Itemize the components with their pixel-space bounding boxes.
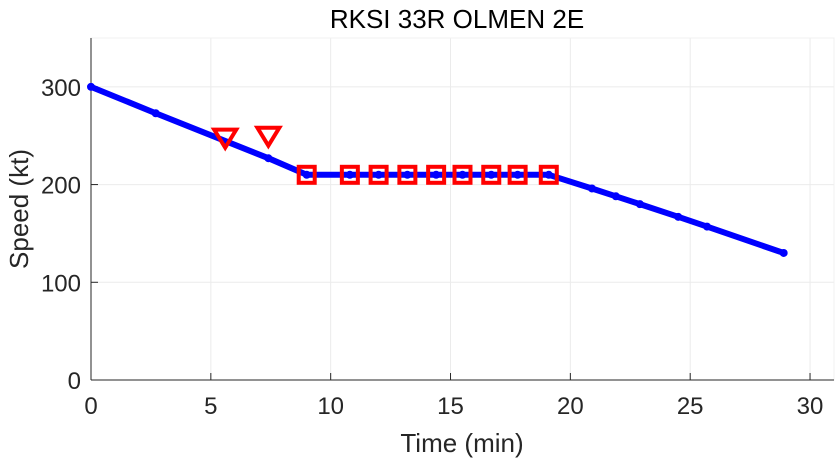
- y-tick-label: 300: [41, 75, 81, 102]
- plot-area: [90, 37, 835, 381]
- waypoint-square-marker: [507, 164, 528, 185]
- waypoint-square-marker: [339, 164, 360, 185]
- grid: [90, 38, 834, 381]
- x-tick-label: 10: [317, 393, 344, 420]
- data-point: [264, 154, 273, 163]
- series: [87, 82, 788, 257]
- data-point: [87, 82, 95, 91]
- speed-line: [88, 83, 787, 256]
- x-tick-label: 0: [84, 393, 97, 420]
- data-point: [403, 170, 412, 179]
- x-tick-label: 30: [797, 393, 824, 420]
- waypoint-square-marker: [538, 164, 559, 185]
- data-point: [544, 170, 553, 179]
- waypoint-square-marker: [426, 164, 447, 185]
- x-tick-label: 5: [204, 393, 217, 420]
- waypoint-square-marker: [397, 164, 418, 185]
- data-point: [611, 192, 620, 201]
- triangle-down-markers: [210, 125, 283, 152]
- data-point: [587, 184, 596, 193]
- x-axis-title: Time (min): [400, 428, 523, 458]
- waypoint-square-marker: [296, 164, 317, 185]
- square-markers: [296, 164, 559, 185]
- series-dot: [88, 83, 787, 256]
- triangle-down-marker: [210, 127, 240, 152]
- data-point: [458, 170, 467, 179]
- y-axis-title: Speed (kt): [4, 149, 34, 269]
- waypoint-square-marker: [452, 164, 473, 185]
- waypoint-square-marker: [368, 164, 389, 185]
- x-tick-label: 20: [557, 393, 584, 420]
- dot-markers: [87, 82, 788, 257]
- chart-title: RKSI 33R OLMEN 2E: [330, 4, 584, 34]
- data-point: [487, 170, 496, 179]
- x-tick-label: 25: [677, 393, 704, 420]
- waypoint-square-marker: [481, 164, 502, 185]
- y-tick-label: 100: [41, 270, 81, 297]
- y-tick-label: 0: [68, 368, 81, 395]
- data-point: [702, 222, 711, 231]
- y-tick-label: 200: [41, 173, 81, 200]
- data-point: [674, 212, 683, 221]
- data-point: [345, 170, 354, 179]
- data-point: [513, 170, 522, 179]
- data-point: [374, 170, 383, 179]
- data-point: [302, 170, 311, 179]
- x-tick-label: 15: [437, 393, 464, 420]
- data-point: [432, 170, 441, 179]
- data-point: [635, 200, 644, 209]
- data-point: [779, 248, 788, 257]
- data-point: [151, 109, 160, 118]
- triangle-down-marker: [253, 125, 283, 150]
